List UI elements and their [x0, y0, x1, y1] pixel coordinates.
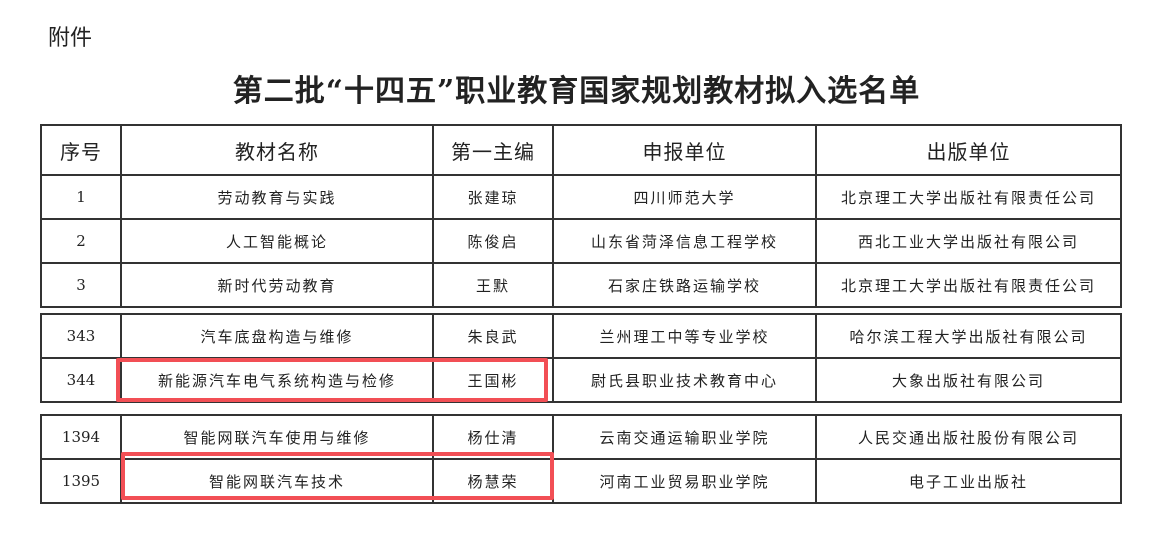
table-row: 2 人工智能概论 陈俊启 山东省菏泽信息工程学校 西北工业大学出版社有限公司	[40, 218, 1122, 264]
cell-applicant: 河南工业贸易职业学院	[552, 458, 817, 504]
cell-publisher: 哈尔滨工程大学出版社有限公司	[815, 313, 1122, 359]
table-header: 序号 教材名称 第一主编 申报单位 出版单位	[40, 124, 1122, 176]
table-row: 343 汽车底盘构造与维修 朱良武 兰州理工中等专业学校 哈尔滨工程大学出版社有限公司	[40, 313, 1122, 359]
cell-publisher: 人民交通出版社股份有限公司	[815, 414, 1122, 460]
cell-applicant: 四川师范大学	[552, 174, 817, 220]
cell-index: 1	[40, 174, 122, 220]
header-title: 教材名称	[120, 124, 434, 176]
cell-publisher: 电子工业出版社	[815, 458, 1122, 504]
header-index: 序号	[40, 124, 122, 176]
highlight-box-344	[116, 358, 548, 402]
cell-index: 2	[40, 218, 122, 264]
cell-applicant: 云南交通运输职业学院	[552, 414, 817, 460]
header-publisher: 出版单位	[815, 124, 1122, 176]
cell-title: 人工智能概论	[120, 218, 434, 264]
header-editor: 第一主编	[432, 124, 554, 176]
cell-index: 3	[40, 262, 122, 308]
cell-publisher: 西北工业大学出版社有限公司	[815, 218, 1122, 264]
cell-title: 新时代劳动教育	[120, 262, 434, 308]
cell-index: 1395	[40, 458, 122, 504]
cell-title: 劳动教育与实践	[120, 174, 434, 220]
header-applicant: 申报单位	[552, 124, 817, 176]
cell-title: 汽车底盘构造与维修	[120, 313, 434, 359]
cell-publisher: 北京理工大学出版社有限责任公司	[815, 174, 1122, 220]
cell-applicant: 石家庄铁路运输学校	[552, 262, 817, 308]
cell-index: 344	[40, 357, 122, 403]
cell-editor: 朱良武	[432, 313, 554, 359]
cell-applicant: 山东省菏泽信息工程学校	[552, 218, 817, 264]
attachment-label: 附件	[48, 26, 93, 51]
cell-editor: 王默	[432, 262, 554, 308]
cell-editor: 王国彬	[432, 357, 554, 403]
cell-applicant: 兰州理工中等专业学校	[552, 313, 817, 359]
table-row: 1 劳动教育与实践 张建琼 四川师范大学 北京理工大学出版社有限责任公司	[40, 174, 1122, 220]
table-row: 344 新能源汽车电气系统构造与检修 王国彬 尉氏县职业技术教育中心 大象出版社有限公司	[40, 357, 1122, 403]
page-title: 第二批“十四五”职业教育国家规划教材拟入选名单	[232, 74, 921, 109]
cell-index: 1394	[40, 414, 122, 460]
table-segment-2: 343 汽车底盘构造与维修 朱良武 兰州理工中等专业学校 哈尔滨工程大学出版社有限公司 3…	[40, 313, 1122, 403]
table-segment-1: 序号 教材名称 第一主编 申报单位 出版单位 1 劳动教育与实践 张建琼 四川师范大学…	[40, 124, 1122, 308]
cell-publisher: 大象出版社有限公司	[815, 357, 1122, 403]
cell-publisher: 北京理工大学出版社有限责任公司	[815, 262, 1122, 308]
cell-editor: 陈俊启	[432, 218, 554, 264]
cell-editor: 张建琼	[432, 174, 554, 220]
cell-index: 343	[40, 313, 122, 359]
cell-title: 新能源汽车电气系统构造与检修	[120, 357, 434, 403]
highlight-box-1395	[121, 452, 554, 500]
cell-applicant: 尉氏县职业技术教育中心	[552, 357, 817, 403]
table-row: 3 新时代劳动教育 王默 石家庄铁路运输学校 北京理工大学出版社有限责任公司	[40, 262, 1122, 308]
